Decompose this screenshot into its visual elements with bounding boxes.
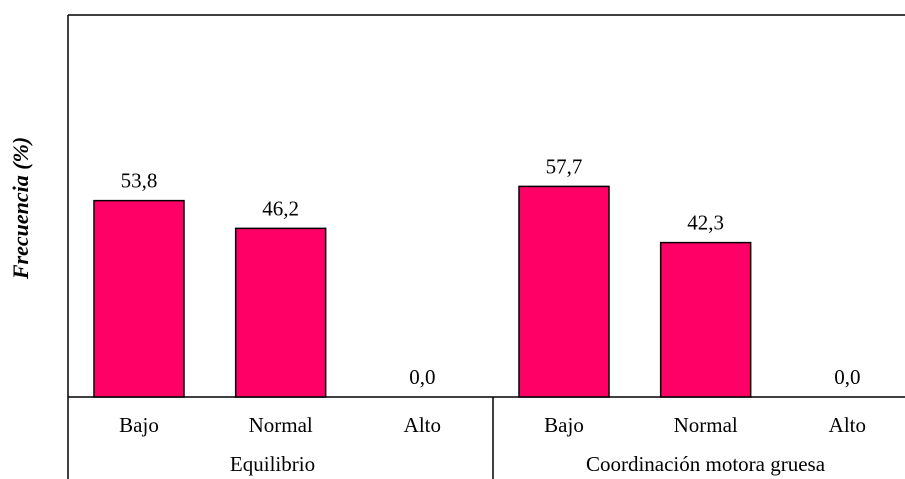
y-axis-label: Frecuencia (%) <box>8 137 33 280</box>
bar-1-bajo <box>93 199 185 398</box>
x-tick-label: Normal <box>674 413 738 437</box>
group-label: Coordinación motora gruesa <box>586 452 826 476</box>
x-tick-label: Bajo <box>119 413 159 437</box>
chart-marks: 53,8 Bajo 46,2 Normal 0,0 Alto Equilibrio 57,7 B… <box>93 154 866 476</box>
bar-2-bajo <box>518 185 610 398</box>
data-label: 46,2 <box>262 196 299 220</box>
group-label: Equilibrio <box>230 452 315 476</box>
data-label: 42,3 <box>687 211 724 235</box>
bar-2-normal <box>659 241 752 398</box>
data-label: 0,0 <box>409 365 435 389</box>
x-tick-label: Alto <box>829 413 866 437</box>
bar-1-normal <box>234 227 327 398</box>
data-label: 0,0 <box>834 365 860 389</box>
data-label: 57,7 <box>546 154 583 178</box>
x-tick-label: Alto <box>404 413 441 437</box>
data-label: 53,8 <box>121 169 158 193</box>
x-tick-label: Normal <box>249 413 313 437</box>
x-tick-label: Bajo <box>544 413 584 437</box>
